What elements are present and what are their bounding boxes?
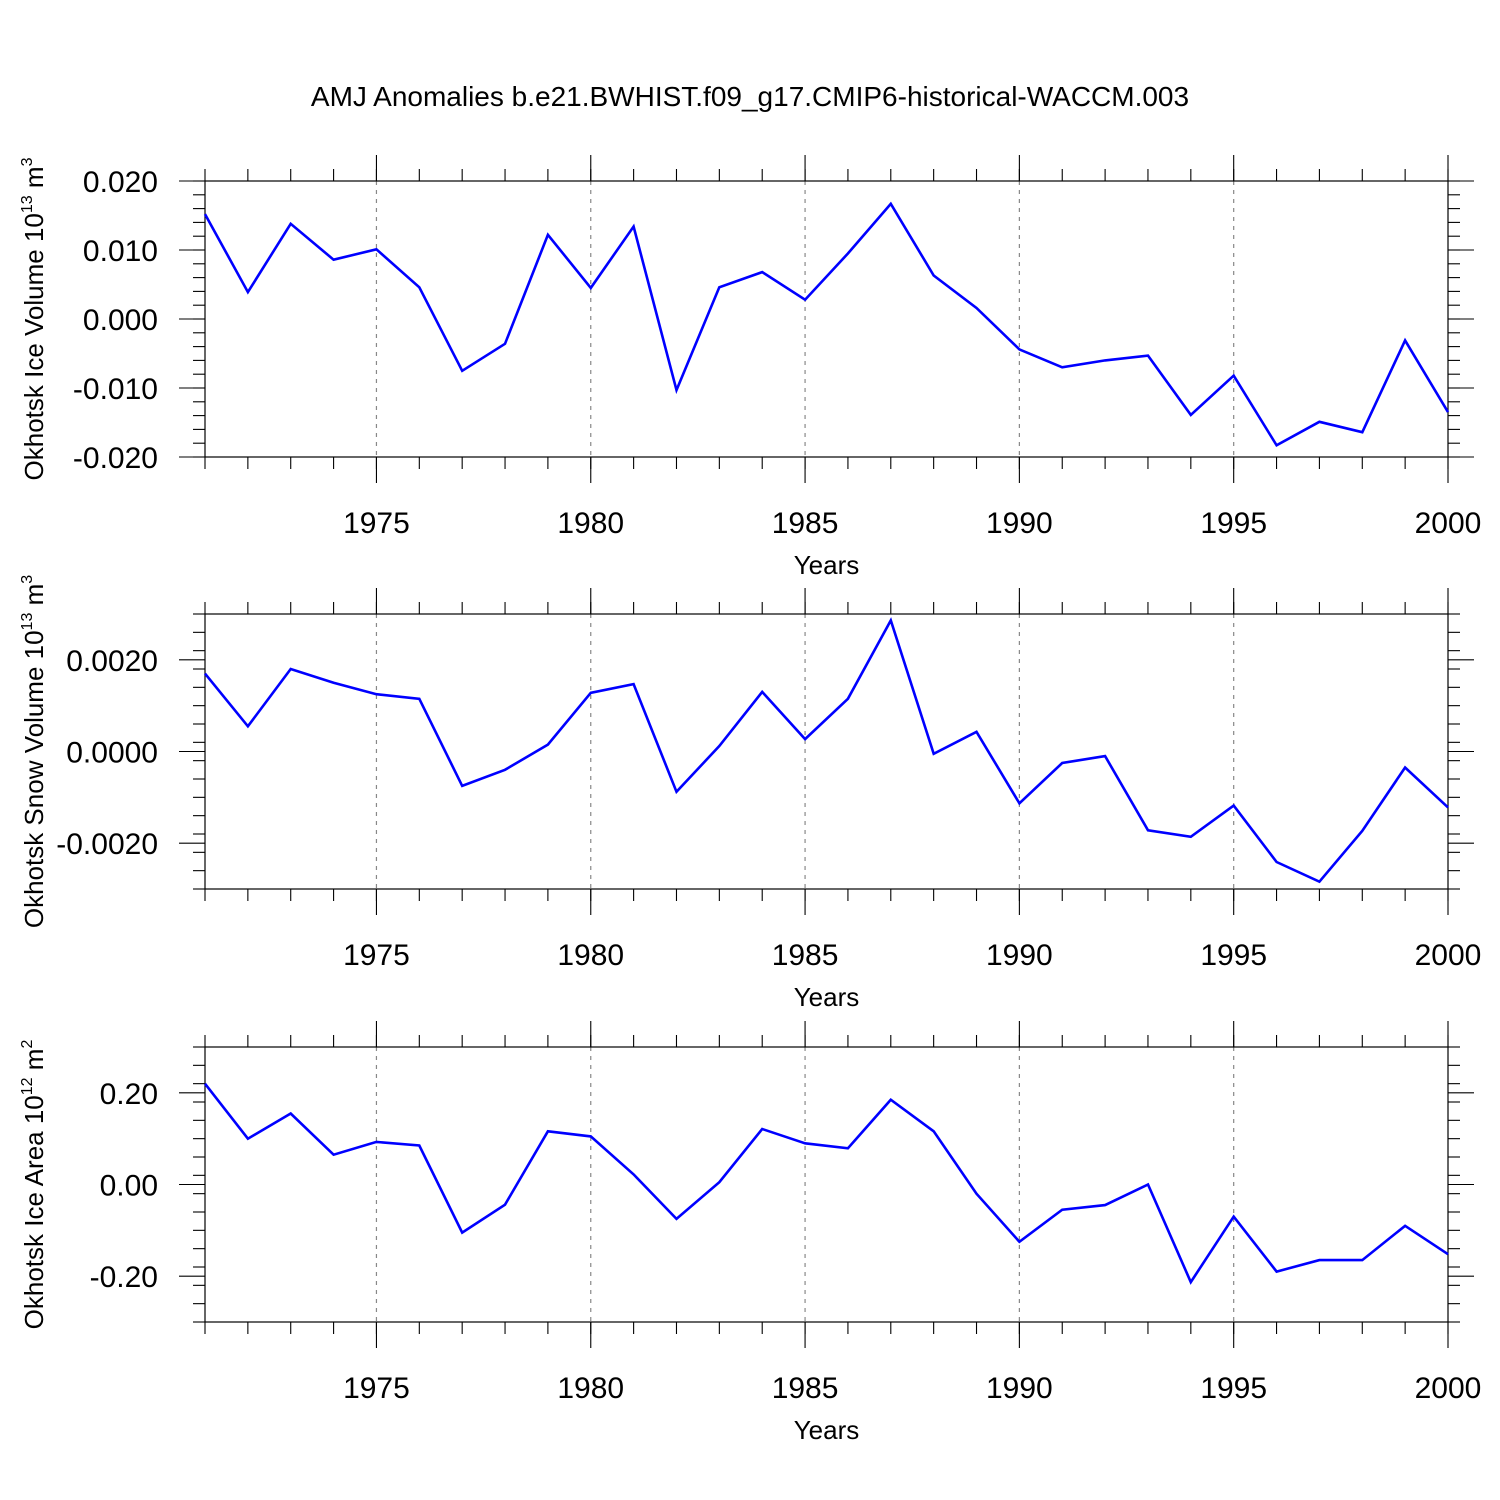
- y-tick-label: -0.20: [90, 1261, 158, 1294]
- x-axis-label: Years: [794, 550, 860, 580]
- x-tick-label: 1985: [772, 1372, 839, 1405]
- x-tick-label: 1980: [557, 1372, 624, 1405]
- panel-3: 0.20 0.00 -0.20 1975 1980 1985 1990 1995 2000 Yea…: [19, 1021, 1481, 1445]
- y-tick-label: 0.000: [83, 304, 158, 337]
- x-tick-label: 1995: [1200, 507, 1267, 540]
- y-axis-label-main: Okhotsk Ice Volume 10: [19, 213, 49, 480]
- y-axis-label-exponent: 13: [19, 195, 36, 213]
- figure-title: AMJ Anomalies b.e21.BWHIST.f09_g17.CMIP6…: [311, 81, 1189, 112]
- series-line: [203, 201, 1450, 448]
- x-tick-label: 1985: [772, 507, 839, 540]
- y-tick-label: 0.0000: [66, 737, 158, 770]
- y-axis-label: Okhotsk Snow Volume 1013 m3: [19, 575, 49, 928]
- plot-frame: [204, 613, 1449, 890]
- x-tick-label: 1975: [343, 939, 410, 972]
- y-tick-label: -0.010: [73, 373, 158, 406]
- tick-marks: [179, 588, 1474, 915]
- tick-marks: [179, 155, 1474, 483]
- y-axis-label-exponent: 12: [19, 1077, 36, 1095]
- panels: 0.020 0.010 0.000 -0.010 -0.020 1975 1980 1985 1…: [19, 155, 1481, 1445]
- x-tick-label: 1995: [1200, 1372, 1267, 1405]
- y-axis-label-main: Okhotsk Ice Area 10: [19, 1095, 49, 1329]
- panel-1: 0.020 0.010 0.000 -0.010 -0.020 1975 1980 1985 1…: [19, 155, 1481, 580]
- y-tick-label: 0.00: [100, 1170, 158, 1203]
- x-tick-label: 2000: [1415, 1372, 1482, 1405]
- x-tick-label: 1975: [343, 507, 410, 540]
- y-tick-label: 0.020: [83, 166, 158, 199]
- x-tick-label: 1980: [557, 507, 624, 540]
- x-tick-label: 1995: [1200, 939, 1267, 972]
- tick-marks: [179, 1021, 1474, 1348]
- y-axis-label-unit: m: [19, 166, 49, 195]
- y-axis-label-unit: m: [19, 1049, 49, 1078]
- y-tick-label: 0.0020: [66, 645, 158, 678]
- series-line: [203, 1082, 1449, 1285]
- x-tick-label: 1990: [986, 1372, 1053, 1405]
- y-axis-label: Okhotsk Ice Volume 1013 m3: [19, 157, 49, 480]
- x-tick-label: 1990: [986, 939, 1053, 972]
- y-axis-label: Okhotsk Ice Area 1012 m2: [19, 1040, 49, 1330]
- y-tick-label: -0.020: [73, 442, 158, 475]
- x-axis-label: Years: [794, 982, 860, 1012]
- x-tick-label: 1975: [343, 1372, 410, 1405]
- y-axis-label-exponent: 13: [19, 613, 36, 631]
- x-tick-label: 2000: [1415, 939, 1482, 972]
- x-axis-label: Years: [794, 1415, 860, 1445]
- y-axis-label-unit-exponent: 2: [19, 1040, 36, 1049]
- y-axis-label-unit: m: [19, 584, 49, 613]
- y-axis-label-unit-exponent: 3: [19, 157, 36, 166]
- plot-frame: [204, 1046, 1449, 1323]
- panel-2: 0.0020 0.0000 -0.0020 1975 1980 1985 1990 1995 2…: [19, 575, 1481, 1012]
- x-tick-label: 1980: [557, 939, 624, 972]
- y-tick-label: 0.010: [83, 235, 158, 268]
- y-tick-label: 0.20: [100, 1078, 158, 1111]
- series-line: [203, 617, 1449, 884]
- x-tick-label: 1990: [986, 507, 1053, 540]
- y-axis-label-main: Okhotsk Snow Volume 10: [19, 630, 49, 928]
- y-tick-label: -0.0020: [56, 828, 158, 861]
- x-tick-label: 2000: [1415, 507, 1482, 540]
- x-tick-label: 1985: [772, 939, 839, 972]
- plot-frame: [204, 180, 1449, 458]
- y-axis-label-unit-exponent: 3: [19, 575, 36, 584]
